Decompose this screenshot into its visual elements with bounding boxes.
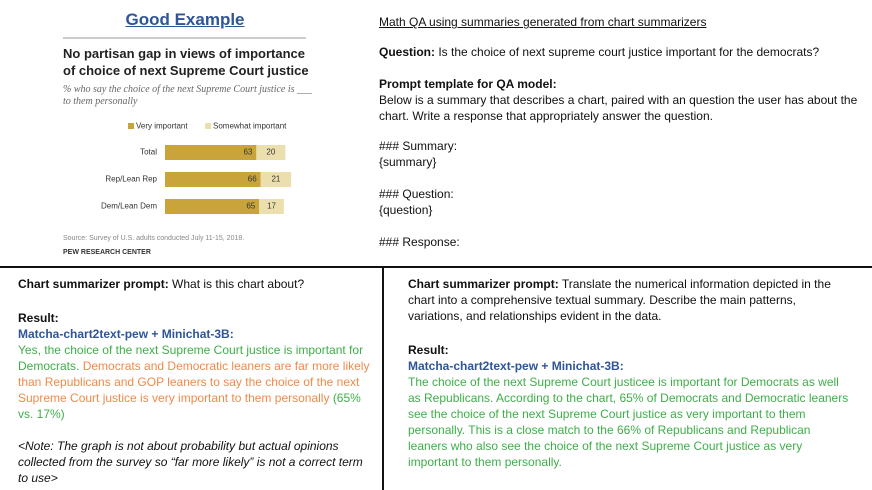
header-title: Good Example (125, 10, 245, 29)
bar-segment (165, 199, 260, 214)
bar-segment (260, 172, 292, 187)
right-result: Chart summarizer prompt: Translate the n… (408, 276, 853, 470)
value-label: 65 (246, 202, 255, 211)
text: {question} (379, 203, 433, 217)
note: <Note: The graph is not about probabilit… (18, 439, 363, 485)
legend-label: Somewhat important (213, 122, 287, 131)
divider (0, 266, 872, 268)
chart-title: No partisan gap in views of importance o… (63, 46, 309, 78)
bar-segment (165, 172, 261, 187)
text: ### Summary: (379, 139, 458, 153)
label: Chart summarizer prompt: (408, 277, 559, 291)
label: Result: (18, 311, 59, 325)
legend-swatch (205, 123, 211, 129)
label: Prompt template for QA model: (379, 77, 557, 91)
qa-title: Math QA using summaries generated from c… (379, 15, 707, 29)
question: Question: Is the choice of next supreme … (379, 44, 859, 60)
text: Below is a summary that describes a char… (379, 93, 858, 123)
legend-swatch (128, 123, 134, 129)
legend-label: Very important (136, 122, 188, 131)
text: Translate the numerical information depi… (408, 277, 831, 323)
value-label: 63 (243, 148, 252, 157)
chart: Very important Somewhat important Total 63 2… (63, 37, 306, 214)
text: What is this chart about? (172, 277, 305, 291)
chart-credit: PEW RESEARCH CENTER (63, 249, 151, 256)
left-result: Chart summarizer prompt: What is this ch… (18, 276, 373, 486)
result-text: Yes, the choice of the next Supreme Cour… (18, 342, 373, 422)
category-label: Rep/Lean Rep (105, 175, 157, 184)
qa-panel: Math QA using summaries generated from c… (379, 14, 859, 250)
bar-segment (259, 199, 284, 214)
model: Matcha-chart2text-pew + Minichat-3B: (408, 359, 624, 373)
text: Is the choice of next supreme court just… (438, 45, 820, 59)
label: Result: (408, 343, 449, 357)
category-label: Total (140, 148, 157, 157)
label: Chart summarizer prompt: (18, 277, 169, 291)
label: Question: (379, 45, 435, 59)
prompt: Chart summarizer prompt: What is this ch… (18, 276, 373, 292)
text: Democrats and Democratic leaners are far… (18, 359, 370, 405)
chart-subtitle: % who say the choice of the next Supreme… (63, 84, 313, 107)
category-label: Dem/Lean Dem (101, 202, 157, 211)
value-label: 66 (248, 175, 257, 184)
value-label: 21 (271, 175, 280, 184)
bar-segment (165, 145, 257, 160)
divider (382, 266, 384, 490)
prompt: Chart summarizer prompt: Translate the n… (408, 276, 853, 324)
text: ### Question: (379, 187, 454, 201)
chart-source: Source: Survey of U.S. adults conducted … (63, 235, 245, 242)
text: ### Response: (379, 235, 460, 249)
text: (65% vs. 17%) (18, 391, 361, 421)
value-label: 17 (267, 202, 276, 211)
bar-segment (256, 145, 286, 160)
text: Yes, the choice of the next Supreme Cour… (18, 343, 364, 373)
model: Matcha-chart2text-pew + Minichat-3B: (18, 327, 234, 341)
text: The choice of the next Supreme Court jus… (408, 375, 849, 469)
value-label: 20 (266, 148, 275, 157)
text: {summary} (379, 155, 437, 169)
